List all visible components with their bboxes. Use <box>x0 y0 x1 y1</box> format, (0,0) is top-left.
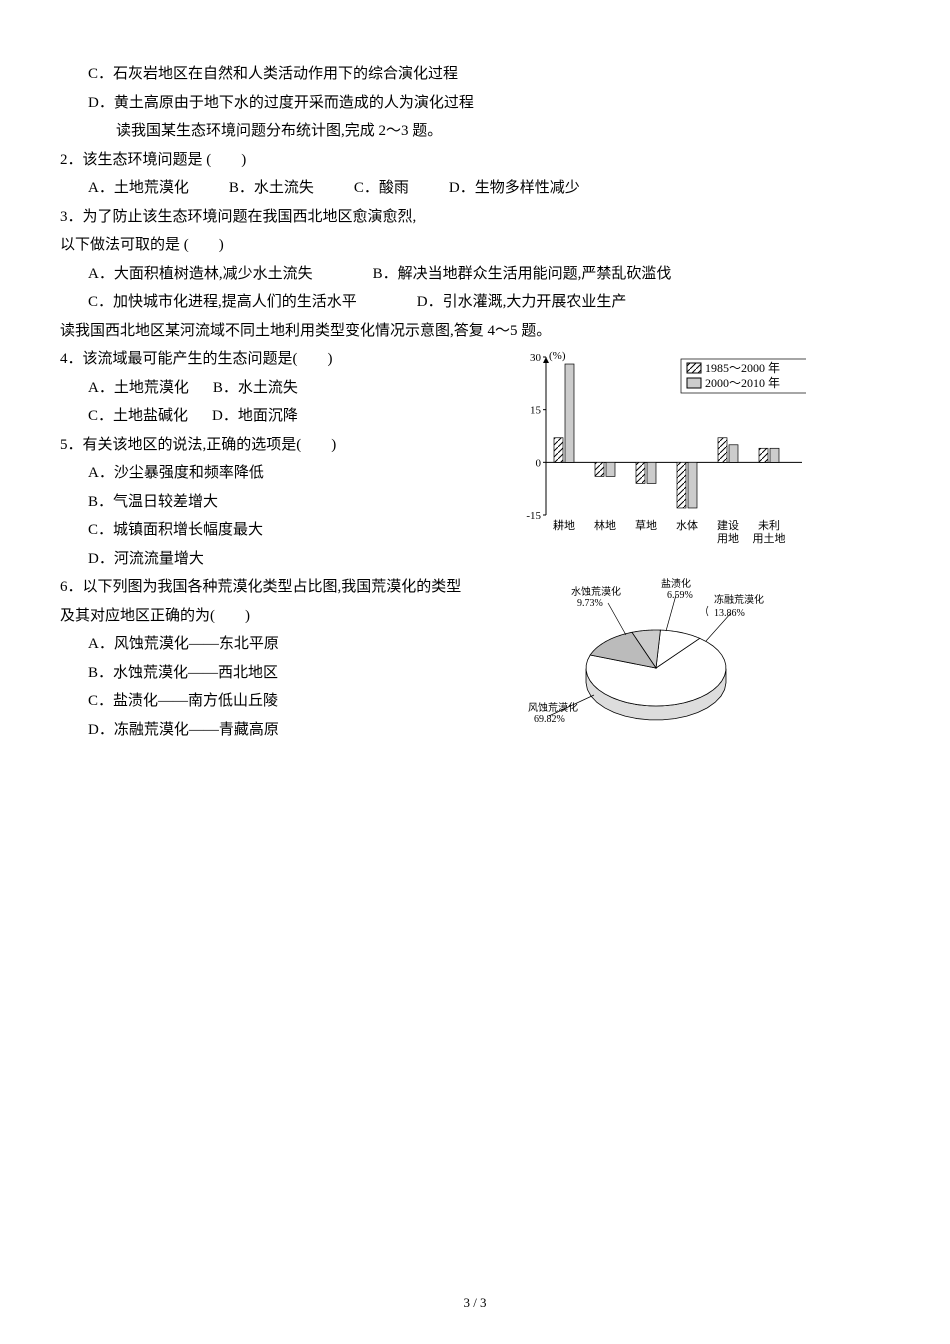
svg-text:冻融荒漠化: 冻融荒漠化 <box>714 593 764 606</box>
q6-stem-2: 及其对应地区正确的为( ) <box>60 602 490 631</box>
svg-text:风蚀荒漠化: 风蚀荒漠化 <box>528 701 578 714</box>
q3-options-row2: C．加快城市化进程,提高人们的生活水平 D．引水灌溉,大力开展农业生产 <box>60 288 890 317</box>
svg-text:盐渍化: 盐渍化 <box>661 577 691 590</box>
svg-text:-15: -15 <box>526 510 541 522</box>
svg-text:建设: 建设 <box>717 518 739 532</box>
q5-option-b: B．气温日较差增大 <box>60 488 490 517</box>
q6-stem-1: 6．以下列图为我国各种荒漠化类型占比图,我国荒漠化的类型 <box>60 573 490 602</box>
svg-text:未利: 未利 <box>758 519 780 532</box>
svg-text:15: 15 <box>530 405 542 417</box>
svg-text:0: 0 <box>536 457 542 469</box>
q1-option-c: C．石灰岩地区在自然和人类活动作用下的综合演化过程 <box>60 60 890 89</box>
svg-text:30: 30 <box>530 352 542 364</box>
svg-text:9.73%: 9.73% <box>577 598 603 609</box>
q4-options-row2: C．土地盐碱化 D．地面沉降 <box>60 402 490 431</box>
q3-options-row1: A．大面积植树造林,减少水土流失 B．解决当地群众生活用能问题,严禁乱砍滥伐 <box>60 260 890 289</box>
q4-options-row1: A．土地荒漠化 B．水土流失 <box>60 374 490 403</box>
svg-text:1985～2000 年: 1985～2000 年 <box>705 361 780 375</box>
q6-option-b: B．水蚀荒漠化——西北地区 <box>60 659 490 688</box>
svg-text:13.86%: 13.86% <box>714 608 745 619</box>
q6-option-d: D．冻融荒漠化——青藏高原 <box>60 716 490 745</box>
svg-text:耕地: 耕地 <box>553 518 575 532</box>
svg-text:(%): (%) <box>549 350 566 362</box>
q5-option-a: A．沙尘暴强度和频率降低 <box>60 459 490 488</box>
q4-stem: 4．该流域最可能产生的生态问题是( ) <box>60 345 490 374</box>
q3-option-a: A．大面积植树造林,减少水土流失 <box>88 260 313 289</box>
q2-option-a: A．土地荒漠化 <box>88 174 189 203</box>
svg-text:69.82%: 69.82% <box>534 714 565 725</box>
q5-option-c: C．城镇面积增长幅度最大 <box>60 516 490 545</box>
q2-option-d: D．生物多样性减少 <box>449 174 580 203</box>
svg-text:2000～2010 年: 2000～2010 年 <box>705 376 780 390</box>
q2-stem: 2．该生态环境问题是 ( ) <box>60 146 890 175</box>
q4-option-c: C．土地盐碱化 <box>88 402 188 431</box>
svg-text:用地: 用地 <box>717 532 739 545</box>
read-4-5-prompt: 读我国西北地区某河流域不同土地利用类型变化情况示意图,答复 4～5 题。 <box>60 317 890 346</box>
q3-option-c: C．加快城市化进程,提高人们的生活水平 <box>88 288 357 317</box>
svg-text:用土地: 用土地 <box>753 532 786 545</box>
q3-stem-2: 以下做法可取的是 ( ) <box>60 231 890 260</box>
svg-text:水体: 水体 <box>676 518 698 532</box>
pie-chart: 风蚀荒漠化69.82% 水蚀荒漠化9.73% 盐渍化6.59% 冻融荒漠化 13.86% <box>516 573 806 754</box>
q3-option-d: D．引水灌溉,大力开展农业生产 <box>417 288 627 317</box>
q4-option-d: D．地面沉降 <box>212 402 298 431</box>
svg-text:6.59%: 6.59% <box>667 590 693 601</box>
q3-stem-1: 3．为了防止该生态环境问题在我国西北地区愈演愈烈, <box>60 203 890 232</box>
q6-option-a: A．风蚀荒漠化——东北平原 <box>60 630 490 659</box>
svg-text:林地: 林地 <box>594 518 616 532</box>
bar-chart: -15 0 15 30 (%) 1985～2000 年2000～2010 年耕地 林地 草地 水… <box>516 345 806 566</box>
q4-option-b: B．水土流失 <box>213 374 298 403</box>
q2-option-b: B．水土流失 <box>229 174 314 203</box>
q6-option-c: C．盐渍化——南方低山丘陵 <box>60 687 490 716</box>
svg-text:草地: 草地 <box>635 519 657 532</box>
q5-option-d: D．河流流量增大 <box>60 545 490 574</box>
q3-option-b: B．解决当地群众生活用能问题,严禁乱砍滥伐 <box>373 260 672 289</box>
svg-text:水蚀荒漠化: 水蚀荒漠化 <box>571 585 621 598</box>
q5-stem: 5．有关该地区的说法,正确的选项是( ) <box>60 431 490 460</box>
q2-options: A．土地荒漠化 B．水土流失 C．酸雨 D．生物多样性减少 <box>60 174 890 203</box>
page-number: 3 / 3 <box>0 1291 950 1316</box>
q4-option-a: A．土地荒漠化 <box>88 374 189 403</box>
q1-option-d: D．黄土高原由于地下水的过度开采而造成的人为演化过程 <box>60 89 890 118</box>
q2-option-c: C．酸雨 <box>354 174 409 203</box>
read-2-3-prompt: 读我国某生态环境问题分布统计图,完成 2～3 题。 <box>60 117 890 146</box>
